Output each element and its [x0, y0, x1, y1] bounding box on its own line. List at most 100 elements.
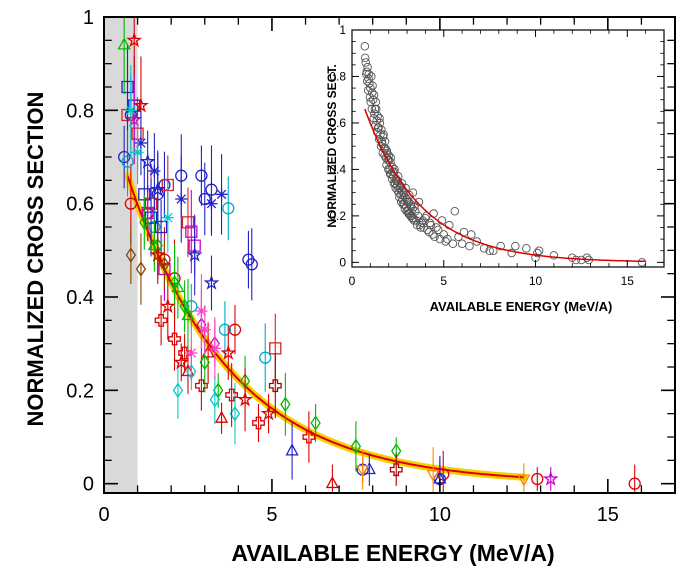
inset-point: [496, 241, 505, 251]
inset-y-axis-title: NORMALIZED CROSS SECT.: [325, 64, 339, 227]
x-tick-label: 10: [529, 274, 543, 288]
inset-x-axis-title: AVAILABLE ENERGY (MeV/A): [430, 299, 613, 314]
star-marker: [220, 344, 237, 360]
circle-marker: [195, 169, 208, 182]
star-marker: [237, 391, 254, 407]
inset-point: [373, 123, 383, 132]
cross-marker: [389, 463, 403, 477]
inset-point: [485, 246, 494, 255]
triangle-marker: [214, 410, 229, 423]
triangle-marker: [285, 443, 299, 456]
diamond-marker: [310, 415, 321, 431]
inset-point: [450, 206, 460, 216]
square-marker: [141, 206, 154, 220]
circle-marker: [259, 351, 272, 364]
inset-point: [406, 202, 416, 211]
inset-point: [428, 230, 438, 239]
inset-point: [430, 232, 439, 242]
inset-point: [549, 251, 559, 260]
inset-plot-frame: [351, 29, 665, 268]
x-tick-label: 15: [597, 504, 619, 526]
x-tick-label: 0: [98, 504, 109, 526]
inset-point: [443, 234, 452, 244]
main-y-axis-title: NORMALIZED CROSS SECTION: [23, 92, 48, 427]
inset-point: [367, 88, 377, 97]
inset-point: [389, 179, 399, 188]
cross-marker: [194, 379, 208, 393]
square-marker: [181, 216, 195, 229]
inset-point: [380, 151, 389, 160]
asterisk-marker: [215, 188, 228, 201]
y-tick-label: 0.8: [66, 100, 94, 122]
inset-fit-curve: [364, 108, 646, 263]
triangle-marker: [325, 475, 339, 489]
y-tick-label: 0.4: [66, 287, 94, 309]
inset-point: [385, 169, 395, 179]
circle-marker: [222, 202, 235, 215]
diamond-marker: [172, 382, 184, 399]
inset-point: [401, 183, 410, 193]
square-marker: [185, 225, 198, 238]
star-marker: [203, 274, 220, 290]
cross-marker: [225, 388, 239, 402]
y-tick-label: 0: [83, 474, 94, 496]
inset-point: [387, 174, 397, 183]
inset-point: [381, 153, 391, 163]
circle-marker: [124, 197, 138, 210]
inset-point: [582, 253, 592, 262]
asterisk-marker: [124, 104, 137, 117]
inset-point: [637, 258, 647, 267]
triangle-marker: [171, 279, 185, 293]
y-tick-label: 1: [339, 23, 346, 37]
circle-marker: [628, 477, 641, 490]
inset-point: [432, 223, 441, 232]
y-tick-label: 0.8: [329, 70, 346, 84]
star-marker: [149, 246, 166, 262]
star-marker: [186, 246, 203, 262]
diamond-marker: [125, 247, 137, 263]
inset-point: [398, 200, 408, 209]
inset-point: [375, 118, 385, 128]
asterisk-marker: [148, 164, 161, 178]
y-tick-label: 1: [83, 7, 94, 29]
main-x-tick-labels: 0 5 10 15: [98, 504, 619, 526]
diamond-marker: [350, 438, 362, 455]
inset-point: [366, 83, 375, 93]
circle-marker: [198, 192, 211, 206]
star-marker: [149, 181, 166, 197]
inset-point: [411, 206, 420, 216]
y-tick-label: 0.6: [329, 116, 346, 130]
circle-marker: [218, 323, 232, 336]
inset-point: [522, 244, 531, 253]
inset-point: [362, 69, 371, 79]
inset-point: [457, 239, 467, 249]
inset-point: [410, 202, 419, 211]
inset-point: [396, 190, 405, 200]
inset-point: [368, 81, 377, 91]
x-tick-label: 10: [429, 504, 451, 526]
inset-point: [379, 130, 388, 139]
diamond-marker: [169, 275, 180, 291]
inset-point: [365, 93, 375, 102]
square-marker: [121, 80, 134, 94]
inset-point: [395, 193, 404, 202]
star-marker: [126, 111, 143, 127]
star-marker: [159, 297, 176, 314]
inset-point: [364, 69, 374, 79]
inset-point: [425, 218, 435, 228]
inset-point: [571, 255, 581, 265]
inset-point: [367, 104, 377, 114]
inset-point: [507, 248, 516, 258]
triangle-marker: [117, 37, 131, 50]
cross-marker: [178, 346, 192, 360]
inset-background: [352, 30, 664, 267]
fit-line: [126, 175, 524, 479]
triangle-marker: [147, 237, 161, 251]
inset-point: [364, 74, 373, 84]
inset-x-tick-labels: 0 5 10 15: [349, 274, 635, 288]
diamond-marker: [135, 261, 147, 277]
inset-point: [391, 183, 400, 193]
cross-marker: [154, 313, 168, 327]
star-marker: [139, 153, 156, 169]
